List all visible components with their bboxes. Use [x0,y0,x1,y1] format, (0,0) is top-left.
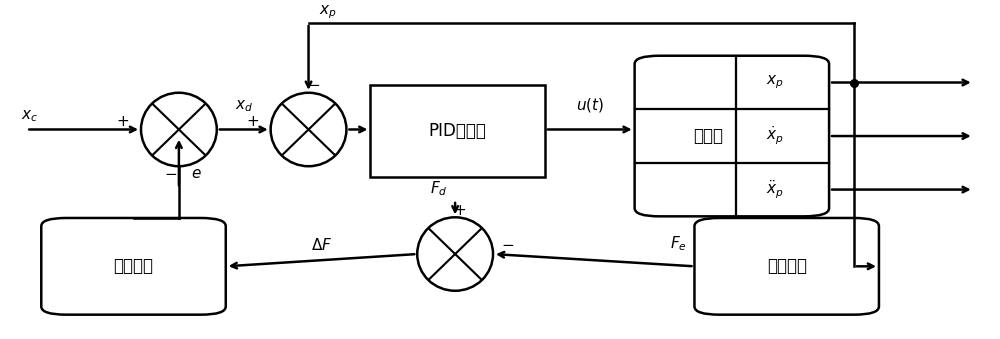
Text: 导纳模型: 导纳模型 [114,257,154,275]
FancyBboxPatch shape [694,218,879,315]
Text: +: + [246,114,259,129]
Text: $x_c$: $x_c$ [21,108,38,124]
Text: +: + [117,114,129,129]
Text: $\dot{x}_p$: $\dot{x}_p$ [766,125,784,147]
Text: −: − [502,238,514,253]
Text: −: − [165,167,177,182]
Text: $e$: $e$ [191,166,202,181]
Text: PID控制器: PID控制器 [429,122,487,140]
Text: $x_d$: $x_d$ [235,98,253,114]
Text: $\Delta F$: $\Delta F$ [311,237,332,253]
Text: $F_d$: $F_d$ [430,180,447,198]
Text: $u(t)$: $u(t)$ [576,96,604,114]
Text: +: + [454,203,466,218]
FancyBboxPatch shape [41,218,226,315]
Text: 环境刚度: 环境刚度 [767,257,807,275]
Text: $F_e$: $F_e$ [670,234,686,253]
Text: −: − [307,78,320,93]
FancyBboxPatch shape [370,85,545,177]
Text: 机械臂: 机械臂 [694,127,724,145]
Text: $\ddot{x}_p$: $\ddot{x}_p$ [766,178,784,201]
Text: $x_p$: $x_p$ [319,4,336,21]
Text: $x_p$: $x_p$ [766,74,783,91]
FancyBboxPatch shape [635,56,829,216]
